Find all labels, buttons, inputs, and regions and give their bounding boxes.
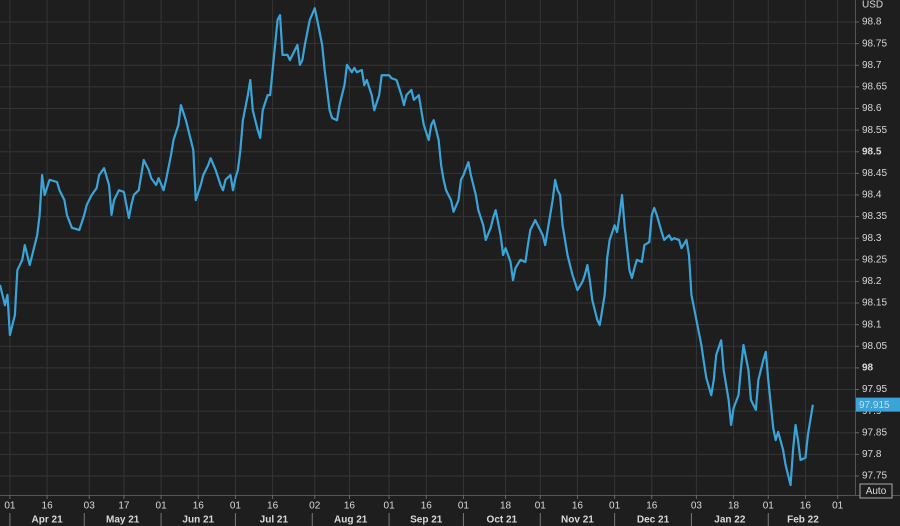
y-tick-label: 98.15 (862, 298, 887, 309)
month-label: Dec 21 (637, 515, 670, 526)
y-tick-label: 98.5 (862, 146, 882, 157)
month-label: Oct 21 (487, 515, 518, 526)
y-tick-label: 98.55 (862, 125, 887, 136)
month-label: Sep 21 (410, 515, 443, 526)
y-tick-label: 97.8 (862, 449, 882, 460)
x-tick-label: 01 (156, 501, 168, 512)
y-tick-label: 97.95 (862, 384, 887, 395)
month-label: Jan 22 (714, 515, 746, 526)
y-tick-label: 98.3 (862, 233, 882, 244)
x-tick-label: 18 (500, 501, 512, 512)
y-tick-label: 98.1 (862, 319, 882, 330)
y-tick-label: 98.45 (862, 168, 887, 179)
y-tick-label: 98.75 (862, 38, 887, 49)
x-tick-label: 01 (4, 501, 16, 512)
y-tick-label: 98.8 (862, 17, 882, 28)
x-tick-label: 03 (691, 501, 703, 512)
month-label: Jun 21 (182, 515, 214, 526)
x-tick-label: 16 (267, 501, 279, 512)
y-axis-unit: USD (862, 0, 883, 11)
y-tick-label: 98.4 (862, 190, 882, 201)
x-tick-label: 16 (421, 501, 433, 512)
x-tick-label: 16 (800, 501, 812, 512)
x-tick-label: 01 (384, 501, 396, 512)
y-tick-label: 97.85 (862, 427, 887, 438)
x-tick-label: 03 (84, 501, 96, 512)
x-tick-label: 02 (309, 501, 321, 512)
y-tick-label: 98 (862, 363, 874, 374)
x-tick-label: 01 (458, 501, 470, 512)
month-label: Feb 22 (787, 515, 819, 526)
month-label: May 21 (106, 515, 140, 526)
month-label: Nov 21 (561, 515, 594, 526)
y-tick-label: 98.2 (862, 276, 882, 287)
y-tick-label: 97.75 (862, 471, 887, 482)
month-label: Apr 21 (32, 515, 64, 526)
x-tick-label: 17 (118, 501, 130, 512)
month-label: Jul 21 (260, 515, 289, 526)
x-tick-label: 01 (609, 501, 621, 512)
x-tick-label: 16 (646, 501, 658, 512)
last-value-badge (856, 397, 900, 412)
x-tick-label: 16 (344, 501, 356, 512)
x-tick-label: 01 (535, 501, 547, 512)
last-value-label: 97.915 (859, 400, 890, 411)
y-tick-label: 98.05 (862, 341, 887, 352)
price-line (0, 7, 814, 487)
x-tick-label: 16 (42, 501, 54, 512)
x-tick-label: 01 (832, 501, 844, 512)
x-tick-label: 16 (572, 501, 584, 512)
y-tick-label: 98.65 (862, 82, 887, 93)
x-tick-label: 01 (763, 501, 775, 512)
month-label: Aug 21 (334, 515, 368, 526)
x-tick-label: 18 (728, 501, 740, 512)
y-tick-label: 98.35 (862, 211, 887, 222)
auto-button-label[interactable]: Auto (866, 486, 887, 497)
y-tick-label: 98.6 (862, 103, 882, 114)
x-tick-label: 16 (193, 501, 205, 512)
y-tick-label: 98.7 (862, 60, 882, 71)
x-tick-label: 01 (230, 501, 242, 512)
auto-button[interactable] (859, 483, 893, 499)
y-tick-label: 98.25 (862, 254, 887, 265)
